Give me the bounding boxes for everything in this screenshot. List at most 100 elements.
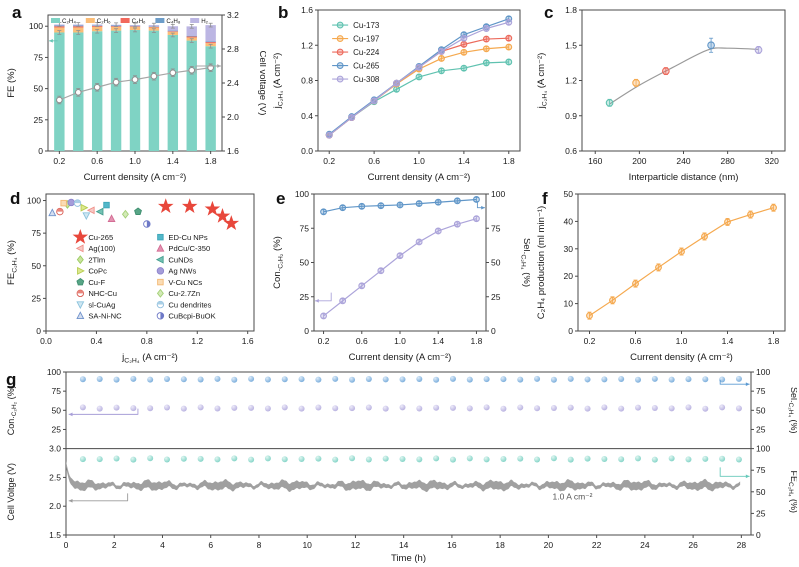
chart-e-conversion-selectivity: 0.2 0.6 1.0 1.4 1.8 Current density (A cm⁻²) 0… xyxy=(272,189,530,363)
svg-text:C₄H₆: C₄H₆ xyxy=(132,18,146,25)
svg-text:Cu dendrites: Cu dendrites xyxy=(168,300,211,309)
svg-text:0: 0 xyxy=(491,326,496,336)
svg-text:2.8: 2.8 xyxy=(227,44,239,54)
svg-text:0.0: 0.0 xyxy=(301,146,313,156)
svg-text:1.2: 1.2 xyxy=(301,40,313,50)
svg-text:ED-Cu NPs: ED-Cu NPs xyxy=(168,233,207,242)
svg-text:50: 50 xyxy=(52,405,62,415)
svg-text:1.8: 1.8 xyxy=(768,336,780,346)
svg-text:FEC₂H₄ (%): FEC₂H₄ (%) xyxy=(787,471,797,514)
svg-text:1.6: 1.6 xyxy=(301,5,313,15)
svg-text:160: 160 xyxy=(588,156,602,166)
svg-text:25: 25 xyxy=(34,115,44,125)
svg-text:jC₂H₄ (A cm⁻²): jC₂H₄ (A cm⁻²) xyxy=(121,352,178,364)
svg-text:NHC-Cu: NHC-Cu xyxy=(88,289,117,298)
panel-a-plot: 0.2 0.6 1.0 1.4 1.8 Current density (A cm⁻²) 0… xyxy=(6,10,266,183)
svg-text:H₂: H₂ xyxy=(201,18,208,25)
svg-text:3.2: 3.2 xyxy=(227,10,239,20)
svg-text:14: 14 xyxy=(399,540,409,550)
panel-c-plot: 160 200 240 280 320 Interparticle distance (n… xyxy=(536,5,786,183)
svg-text:C₂H₄: C₂H₄ xyxy=(62,18,76,25)
svg-text:Cell Voltge (V): Cell Voltge (V) xyxy=(6,463,16,521)
svg-text:1.0 A cm⁻²: 1.0 A cm⁻² xyxy=(553,491,593,501)
svg-text:0.8: 0.8 xyxy=(141,336,153,346)
svg-text:6: 6 xyxy=(208,540,213,550)
svg-text:50: 50 xyxy=(34,84,44,94)
panel-label-g: g xyxy=(6,370,17,389)
panel-label-f: f xyxy=(542,189,548,208)
svg-text:25: 25 xyxy=(756,424,766,434)
svg-text:30: 30 xyxy=(564,244,574,254)
svg-text:Cu-265: Cu-265 xyxy=(88,233,113,242)
svg-text:2.4: 2.4 xyxy=(227,78,239,88)
svg-text:20: 20 xyxy=(564,271,574,281)
svg-text:Cu-197: Cu-197 xyxy=(353,35,380,44)
svg-text:Sel.C₂H₄ (%): Sel.C₂H₄ (%) xyxy=(520,238,530,287)
svg-text:3.0: 3.0 xyxy=(49,444,61,454)
svg-text:0.6: 0.6 xyxy=(368,156,380,166)
svg-text:100: 100 xyxy=(756,444,770,454)
svg-text:75: 75 xyxy=(34,52,44,62)
svg-text:0.8: 0.8 xyxy=(301,76,313,86)
svg-text:CoPc: CoPc xyxy=(88,267,107,276)
svg-text:1.0: 1.0 xyxy=(676,336,688,346)
chart-a-fe-and-cell-voltage: 0.2 0.6 1.0 1.4 1.8 Current density (A cm⁻²) 0… xyxy=(6,10,266,183)
svg-text:0.2: 0.2 xyxy=(323,156,335,166)
svg-text:50: 50 xyxy=(300,258,310,268)
svg-text:0: 0 xyxy=(304,326,309,336)
panel-label-b: b xyxy=(278,3,289,22)
svg-text:Cu-F: Cu-F xyxy=(88,278,105,287)
svg-text:0.4: 0.4 xyxy=(91,336,103,346)
svg-text:0.6: 0.6 xyxy=(356,336,368,346)
svg-text:18: 18 xyxy=(495,540,505,550)
svg-text:75: 75 xyxy=(756,465,766,475)
svg-text:50: 50 xyxy=(32,261,42,271)
svg-text:2Tlm: 2Tlm xyxy=(88,255,105,264)
chart-d-fe-comparison-catalysts: 0.0 0.4 0.8 1.2 1.6 jC₂H₄ (A cm⁻²) 0 25 50 75 100 F… xyxy=(6,193,255,364)
svg-text:1.0: 1.0 xyxy=(394,336,406,346)
svg-text:10: 10 xyxy=(302,540,312,550)
svg-text:0: 0 xyxy=(36,326,41,336)
svg-text:25: 25 xyxy=(491,292,501,302)
chart-c-jc2h4-vs-interparticle-distance: 160 200 240 280 320 Interparticle distance (n… xyxy=(536,5,786,183)
svg-text:2.0: 2.0 xyxy=(49,501,61,511)
svg-text:200: 200 xyxy=(632,156,646,166)
svg-text:1.6: 1.6 xyxy=(227,146,239,156)
svg-text:Cu-224: Cu-224 xyxy=(353,48,380,57)
svg-text:jC₂H₄ (A cm⁻²): jC₂H₄ (A cm⁻²) xyxy=(536,53,548,110)
panel-b-plot: 0.2 0.6 1.0 1.4 1.8 Current density (A cm⁻²) 0… xyxy=(272,5,521,183)
svg-text:240: 240 xyxy=(676,156,690,166)
svg-text:1.8: 1.8 xyxy=(503,156,515,166)
svg-text:0: 0 xyxy=(568,326,573,336)
svg-text:100: 100 xyxy=(29,21,43,31)
svg-text:75: 75 xyxy=(52,386,62,396)
svg-text:sl-CuAg: sl-CuAg xyxy=(88,300,115,309)
svg-text:1.5: 1.5 xyxy=(565,40,577,50)
svg-text:CuBcpi-BuOK: CuBcpi-BuOK xyxy=(168,312,215,321)
svg-text:2: 2 xyxy=(112,540,117,550)
svg-text:0.2: 0.2 xyxy=(318,336,330,346)
svg-text:100: 100 xyxy=(756,367,770,377)
svg-text:75: 75 xyxy=(32,228,42,238)
svg-text:1.8: 1.8 xyxy=(471,336,483,346)
svg-text:75: 75 xyxy=(491,223,501,233)
svg-text:12: 12 xyxy=(351,540,361,550)
chart-b-jc2h4-vs-current-density: 0.2 0.6 1.0 1.4 1.8 Current density (A cm⁻²) 0… xyxy=(272,5,521,183)
svg-text:50: 50 xyxy=(756,405,766,415)
svg-text:1.8: 1.8 xyxy=(205,156,217,166)
svg-text:280: 280 xyxy=(721,156,735,166)
panel-e-plot: 0.2 0.6 1.0 1.4 1.8 Current density (A cm⁻²) 0… xyxy=(272,189,530,363)
svg-text:25: 25 xyxy=(300,292,310,302)
svg-text:20: 20 xyxy=(544,540,554,550)
svg-text:Current density (A cm⁻²): Current density (A cm⁻²) xyxy=(630,352,733,363)
chart-f-c2h4-production: 0.2 0.6 1.0 1.4 1.8 Current density (A cm⁻²) 0… xyxy=(536,189,786,363)
svg-text:50: 50 xyxy=(491,258,501,268)
svg-text:Cell voltage (V): Cell voltage (V) xyxy=(257,51,266,116)
svg-text:0.6: 0.6 xyxy=(91,156,103,166)
svg-text:100: 100 xyxy=(47,367,61,377)
svg-text:C₂H₆: C₂H₆ xyxy=(97,18,111,25)
svg-text:1.6: 1.6 xyxy=(242,336,254,346)
svg-text:SA-Ni-NC: SA-Ni-NC xyxy=(88,312,122,321)
svg-text:jC₂H₄ (A cm⁻²): jC₂H₄ (A cm⁻²) xyxy=(272,53,284,110)
